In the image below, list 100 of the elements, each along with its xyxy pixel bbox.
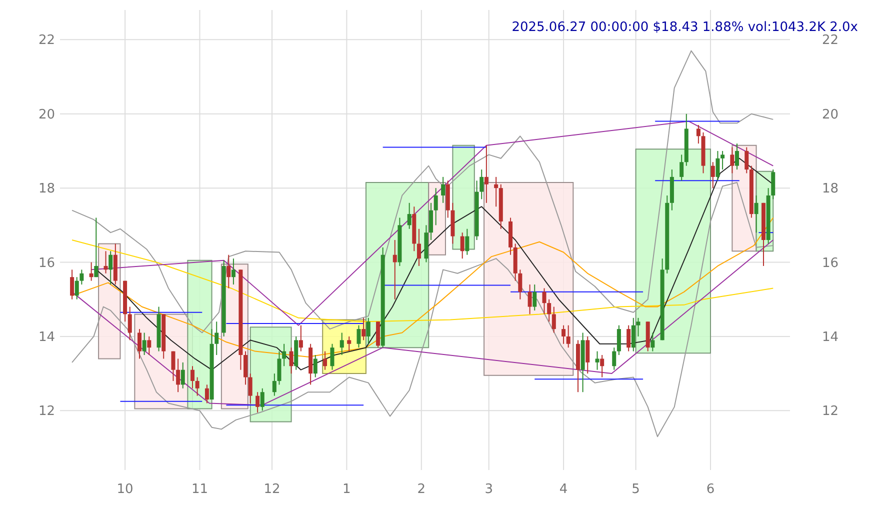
y-tick-label: 12 (38, 404, 55, 420)
candlestick (362, 317, 366, 341)
candlestick (244, 350, 248, 386)
x-tick-label: 4 (559, 482, 568, 497)
candlestick (272, 373, 276, 396)
y2-tick-label: 12 (822, 404, 839, 420)
candlestick (176, 358, 180, 393)
candlestick (595, 350, 600, 370)
candlestick (441, 176, 446, 204)
candlestick (282, 343, 286, 367)
y-tick-label: 20 (38, 107, 55, 122)
candlestick (552, 306, 556, 334)
candlestick (340, 332, 344, 356)
candlestick (771, 169, 776, 200)
candlestick (586, 336, 590, 374)
candlestick (89, 262, 94, 282)
candlestick (484, 144, 488, 204)
candlestick (616, 324, 621, 356)
y-tick-label: 16 (38, 256, 55, 271)
candlestick (465, 228, 470, 256)
text: 2025.06.27 00:00:00 $18.43 1.88% vol:1043.2K 2.0x (512, 20, 858, 35)
x-tick-label: 10 (116, 482, 134, 497)
candlestick (356, 324, 361, 348)
candlestick (313, 354, 318, 378)
candlestick (434, 188, 438, 226)
y-tick-label: 14 (38, 330, 55, 345)
candlestick (710, 162, 715, 189)
candlestick (600, 354, 604, 378)
candlestick (562, 324, 566, 344)
candlestick (256, 392, 260, 413)
x-tick-label: 3 (484, 482, 493, 497)
candlestick (716, 150, 720, 182)
candlestick (180, 362, 185, 389)
candlestick (70, 269, 74, 300)
candlestick (323, 350, 328, 370)
candlestick (407, 202, 412, 230)
candlestick (734, 143, 739, 170)
candlestick (754, 194, 758, 234)
line-series (72, 217, 774, 358)
candlestick (626, 324, 631, 352)
candlestick (730, 146, 734, 174)
y2-tick-label: 18 (822, 182, 839, 197)
candlestick (680, 154, 684, 182)
y2-tick-label: 16 (822, 256, 839, 271)
x-tick-label: 11 (191, 482, 208, 497)
candlestick (80, 269, 84, 286)
candlestick (542, 288, 546, 315)
candlestick (518, 269, 522, 300)
candlestick (195, 376, 200, 396)
candlestick (94, 217, 98, 278)
candlestick (277, 350, 282, 386)
candlestick (366, 317, 370, 344)
candlestick (631, 317, 636, 352)
candlestick (214, 321, 219, 356)
candlestick (650, 332, 655, 352)
candlestick (347, 336, 352, 352)
candlestick (612, 347, 616, 370)
candlestick (636, 317, 640, 337)
candlestick (392, 240, 397, 300)
x-tick-label: 5 (632, 482, 640, 497)
candlestick (744, 146, 749, 174)
candlestick (248, 373, 252, 404)
candlestick (720, 150, 725, 170)
candlestick (108, 250, 113, 286)
candlestick (566, 324, 570, 348)
candlestick (260, 388, 264, 412)
x-tick-label: 12 (264, 482, 280, 497)
y2-tick-label: 14 (822, 330, 839, 345)
line-series (72, 240, 774, 406)
candlestick (330, 343, 334, 370)
y2-tick-label: 22 (822, 33, 839, 48)
y-tick-label: 22 (38, 33, 55, 48)
line-series (90, 120, 774, 326)
candlestick (142, 332, 146, 356)
candlestick (696, 124, 700, 144)
y2-tick-label: 20 (822, 107, 839, 122)
x-tick-label: 1 (342, 482, 351, 497)
candlestick (289, 347, 294, 374)
candlestick (429, 202, 434, 240)
candlestick (416, 228, 421, 266)
candlestick (204, 384, 209, 404)
candlestick (104, 250, 108, 274)
candlestick (231, 258, 236, 286)
candlestick (480, 169, 484, 200)
candlestick (528, 284, 532, 315)
candlestick (494, 176, 498, 208)
candlestick (128, 306, 132, 341)
candlestick (190, 366, 195, 389)
x-tick-label: 2 (417, 482, 426, 497)
candlestick (74, 276, 79, 300)
candlestick (171, 350, 176, 382)
candlestick (298, 324, 303, 352)
candlestick (460, 232, 464, 260)
y-tick-label: 18 (38, 182, 55, 197)
candlestick (147, 336, 152, 356)
candlestick (226, 254, 231, 289)
candlestick (532, 284, 537, 311)
x-tick-label: 6 (706, 482, 715, 497)
candlestick (138, 328, 142, 360)
candlestick (547, 298, 552, 322)
